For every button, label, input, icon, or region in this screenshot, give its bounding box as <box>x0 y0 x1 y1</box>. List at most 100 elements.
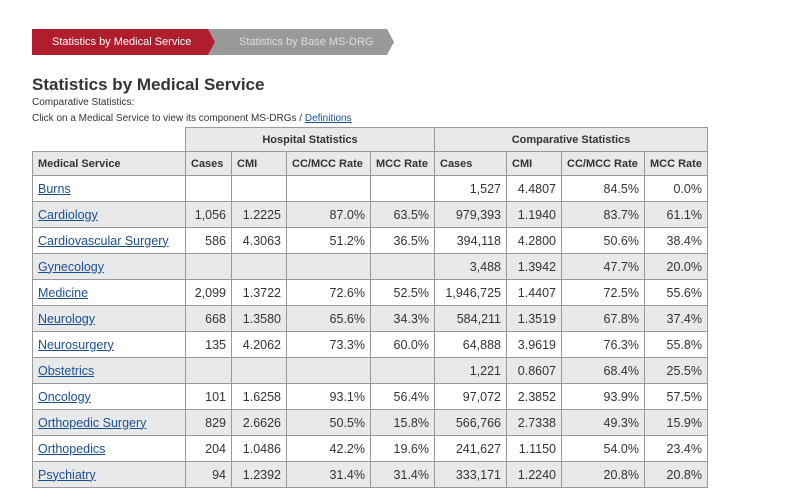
page-title: Statistics by Medical Service <box>32 75 265 94</box>
value-cell: 76.3% <box>561 331 645 358</box>
medical-service-link[interactable]: Cardiology <box>38 207 98 222</box>
medical-service-cell: Gynecology <box>32 253 186 280</box>
column-header: CMI <box>231 151 287 176</box>
value-cell: 1.3942 <box>506 253 562 280</box>
medical-service-cell: Neurosurgery <box>32 331 186 358</box>
column-header: CC/MCC Rate <box>286 151 371 176</box>
value-cell: 37.4% <box>644 305 708 332</box>
instruction: Click on a Medical Service to view its c… <box>32 113 352 124</box>
value-cell: 668 <box>185 305 232 332</box>
value-cell: 586 <box>185 227 232 254</box>
medical-service-cell: Orthopedic Surgery <box>32 409 186 436</box>
value-cell: 72.5% <box>561 279 645 306</box>
value-cell: 61.1% <box>644 201 708 228</box>
medical-service-link[interactable]: Neurosurgery <box>38 337 114 352</box>
value-cell: 1.3722 <box>231 279 287 306</box>
column-header: CMI <box>506 151 562 176</box>
value-cell: 60.0% <box>370 331 435 358</box>
column-header: MCC Rate <box>644 151 708 176</box>
medical-service-link[interactable]: Cardiovascular Surgery <box>38 233 169 248</box>
value-cell <box>185 357 232 384</box>
table-row: Medicine 2,099 1.3722 72.6% 52.5% 1,946,725 1.… <box>32 279 708 306</box>
medical-service-cell: Obstetrics <box>32 357 186 384</box>
value-cell: 1,527 <box>434 175 507 202</box>
value-cell <box>231 357 287 384</box>
value-cell: 1.2240 <box>506 461 562 488</box>
table-row: Cardiovascular Surgery 586 4.3063 51.2% 36.5… <box>32 227 708 254</box>
value-cell: 241,627 <box>434 435 507 462</box>
value-cell: 65.6% <box>286 305 371 332</box>
value-cell: 1.2225 <box>231 201 287 228</box>
table-row: Neurology 668 1.3580 65.6% 34.3% 584,211 1.351… <box>32 305 708 332</box>
medical-service-link[interactable]: Orthopedic Surgery <box>38 415 147 430</box>
value-cell: 63.5% <box>370 201 435 228</box>
medical-service-link[interactable]: Psychiatry <box>38 467 96 482</box>
value-cell: 34.3% <box>370 305 435 332</box>
value-cell: 584,211 <box>434 305 507 332</box>
value-cell: 101 <box>185 383 232 410</box>
value-cell: 25.5% <box>644 357 708 384</box>
value-cell: 42.2% <box>286 435 371 462</box>
medical-service-cell: Neurology <box>32 305 186 332</box>
value-cell: 1.0486 <box>231 435 287 462</box>
value-cell: 1.3519 <box>506 305 562 332</box>
table-row: Orthopedic Surgery 829 2.6626 50.5% 15.8% 566… <box>32 409 708 436</box>
value-cell: 1.4407 <box>506 279 562 306</box>
medical-service-link[interactable]: Orthopedics <box>38 441 106 456</box>
value-cell: 4.4807 <box>506 175 562 202</box>
value-cell: 2.7338 <box>506 409 562 436</box>
instruction-text: Click on a Medical Service to view its c… <box>32 113 305 124</box>
value-cell <box>286 357 371 384</box>
medical-service-link[interactable]: Gynecology <box>38 259 105 274</box>
value-cell: 49.3% <box>561 409 645 436</box>
value-cell: 56.4% <box>370 383 435 410</box>
value-cell: 19.6% <box>370 435 435 462</box>
value-cell <box>231 253 287 280</box>
value-cell: 54.0% <box>561 435 645 462</box>
value-cell: 50.6% <box>561 227 645 254</box>
value-cell: 36.5% <box>370 227 435 254</box>
group-header-row: Hospital Statistics Comparative Statisti… <box>32 127 708 152</box>
medical-service-link[interactable]: Burns <box>38 181 71 196</box>
medical-service-link[interactable]: Oncology <box>38 389 91 404</box>
tab-statistics-by-medical-service[interactable]: Statistics by Medical Service <box>32 29 215 55</box>
value-cell: 333,171 <box>434 461 507 488</box>
value-cell: 97,072 <box>434 383 507 410</box>
value-cell: 31.4% <box>286 461 371 488</box>
value-cell: 23.4% <box>644 435 708 462</box>
value-cell <box>370 357 435 384</box>
value-cell: 2,099 <box>185 279 232 306</box>
value-cell: 83.7% <box>561 201 645 228</box>
medical-service-link[interactable]: Neurology <box>38 311 95 326</box>
value-cell: 51.2% <box>286 227 371 254</box>
value-cell: 15.9% <box>644 409 708 436</box>
comparative-statistics-header: Comparative Statistics <box>434 127 708 152</box>
definitions-link[interactable]: Definitions <box>304 113 352 124</box>
value-cell: 4.3063 <box>231 227 287 254</box>
value-cell: 20.8% <box>644 461 708 488</box>
column-header: Cases <box>434 151 507 176</box>
value-cell: 93.9% <box>561 383 645 410</box>
value-cell: 68.4% <box>561 357 645 384</box>
value-cell: 1.3580 <box>231 305 287 332</box>
value-cell: 38.4% <box>644 227 708 254</box>
tab-nav: Statistics by Medical Service Statistics… <box>32 29 394 55</box>
value-cell: 979,393 <box>434 201 507 228</box>
value-cell: 566,766 <box>434 409 507 436</box>
table-row: Gynecology 3,488 1.3942 47.7% 20.0% <box>32 253 708 280</box>
value-cell <box>286 175 371 202</box>
value-cell: 64,888 <box>434 331 507 358</box>
value-cell: 67.8% <box>561 305 645 332</box>
column-header: MCC Rate <box>370 151 435 176</box>
medical-service-link[interactable]: Medicine <box>38 285 89 300</box>
medical-service-cell: Psychiatry <box>32 461 186 488</box>
value-cell: 73.3% <box>286 331 371 358</box>
table-row: Neurosurgery 135 4.2062 73.3% 60.0% 64,888 3.9… <box>32 331 708 358</box>
medical-service-link[interactable]: Obstetrics <box>38 363 95 378</box>
value-cell <box>185 175 232 202</box>
tab-statistics-by-base-ms-drg[interactable]: Statistics by Base MS-DRG <box>208 29 394 55</box>
value-cell: 93.1% <box>286 383 371 410</box>
medical-service-cell: Cardiovascular Surgery <box>32 227 186 254</box>
value-cell: 55.6% <box>644 279 708 306</box>
value-cell: 3.9619 <box>506 331 562 358</box>
